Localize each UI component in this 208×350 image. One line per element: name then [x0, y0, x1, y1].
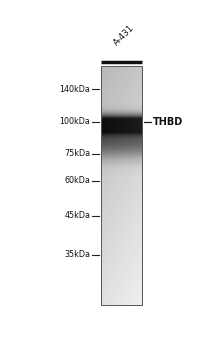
Text: THBD: THBD: [152, 117, 183, 126]
Text: 75kDa: 75kDa: [64, 149, 90, 158]
Text: 140kDa: 140kDa: [60, 85, 90, 94]
Text: 100kDa: 100kDa: [60, 117, 90, 126]
Text: 45kDa: 45kDa: [64, 211, 90, 220]
Text: 60kDa: 60kDa: [65, 176, 90, 185]
Text: 35kDa: 35kDa: [64, 250, 90, 259]
Text: A-431: A-431: [112, 23, 136, 47]
Bar: [101, 66, 142, 305]
